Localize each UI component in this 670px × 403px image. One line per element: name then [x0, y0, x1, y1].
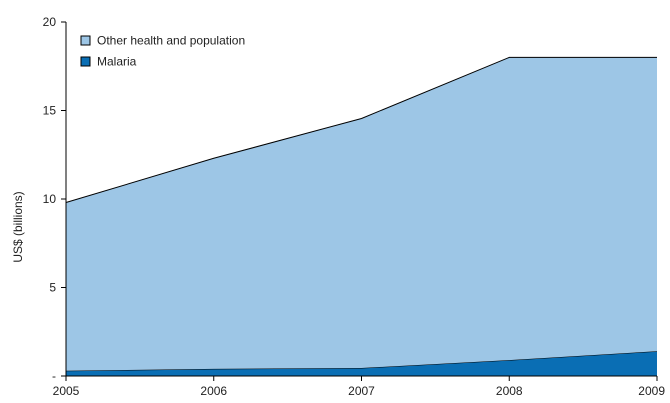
x-tick-label: 2008 [496, 384, 523, 398]
y-tick-label: 5 [49, 281, 56, 295]
x-tick-label: 2009 [638, 384, 665, 398]
x-tick-label: 2006 [200, 384, 227, 398]
area-series-group [65, 56, 658, 376]
x-ticks: 2005 2006 2007 2008 2009 [53, 376, 665, 398]
legend-swatch-other-health-and-population [80, 35, 91, 46]
area-other-health-and-population [66, 57, 657, 371]
legend: Other health and population Malaria [80, 34, 245, 69]
area-malaria [66, 351, 657, 376]
x-tick-label: 2005 [53, 384, 80, 398]
x-tick-label: 2007 [348, 384, 375, 398]
legend-label-other-health-and-population: Other health and population [97, 34, 245, 48]
legend-label-malaria: Malaria [97, 55, 137, 69]
y-tick-label: 10 [43, 192, 57, 206]
legend-swatch-malaria [80, 56, 91, 67]
y-tick-label: 20 [43, 15, 57, 29]
line-other-health-and-population [65, 56, 657, 204]
y-ticks: - 5 10 15 20 [43, 15, 66, 383]
y-tick-label: - [52, 369, 56, 383]
y-tick-label: 15 [43, 104, 57, 118]
y-axis-title: US$ (billions) [11, 191, 25, 262]
